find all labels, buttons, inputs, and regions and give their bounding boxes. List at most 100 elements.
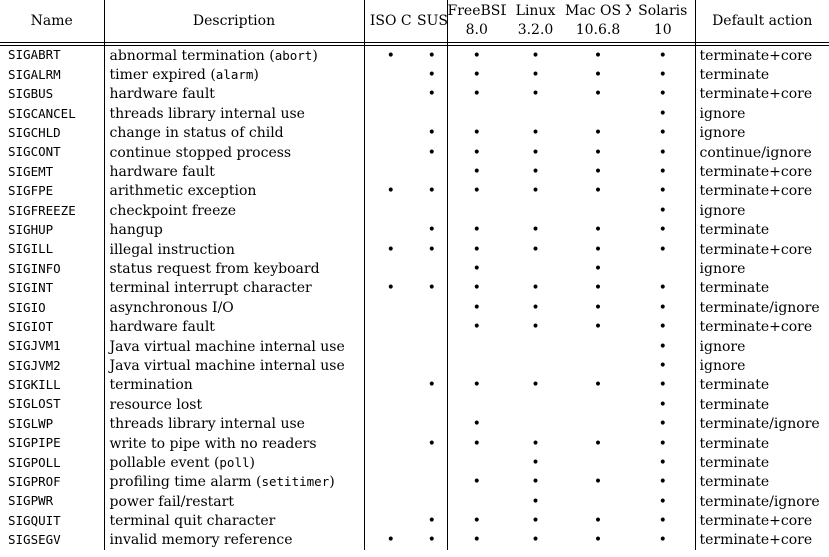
signal-description: resource lost: [104, 395, 365, 415]
support-dot-icon: •: [427, 67, 436, 84]
support-sus: [417, 201, 448, 221]
support-fbsd: •: [447, 162, 506, 181]
signal-name: SIGCHLD: [0, 123, 105, 143]
support-iso: •: [364, 46, 417, 66]
header-iso-c: ISO C: [364, 0, 417, 43]
support-dot-icon: •: [531, 435, 540, 452]
support-sus: •: [417, 530, 448, 551]
support-iso: [364, 85, 417, 104]
signal-name: SIGHUP: [0, 220, 105, 240]
support-dot-icon: •: [531, 86, 540, 103]
support-linux: •: [506, 240, 565, 259]
support-dot-icon: •: [658, 338, 667, 355]
support-linux: [506, 395, 565, 414]
signal-description: power fail/restart: [104, 491, 365, 512]
support-dot-icon: •: [658, 125, 667, 142]
support-iso: [364, 259, 417, 278]
support-mac: •: [565, 473, 631, 492]
support-fbsd: •: [447, 240, 506, 259]
default-action: terminate+core: [699, 86, 813, 103]
support-fbsd: •: [447, 376, 506, 395]
support-dot-icon: •: [658, 222, 667, 239]
support-dot-icon: •: [593, 435, 603, 452]
signal-description: terminal interrupt character: [104, 278, 365, 299]
support-sol: •: [631, 123, 696, 143]
support-fbsd: •: [447, 434, 506, 453]
table-row: SIGABRT abnormal termination (abort) • • • • •…: [0, 45, 829, 66]
signal-name: SIGFPE: [0, 181, 105, 202]
support-sol: •: [631, 472, 696, 492]
support-sus: [417, 395, 448, 415]
support-dot-icon: •: [472, 377, 481, 394]
support-dot-icon: •: [427, 280, 436, 297]
header-macos-label: Mac OS X: [565, 3, 631, 19]
support-fbsd: •: [447, 473, 506, 492]
support-dot-icon: •: [531, 222, 540, 239]
description-function: poll: [219, 454, 250, 470]
support-dot-icon: •: [386, 183, 395, 200]
support-sol: •: [631, 278, 696, 299]
default-action: ignore: [699, 202, 746, 219]
support-sol: •: [631, 104, 696, 124]
support-iso: [364, 511, 417, 530]
default-action: terminate: [699, 396, 770, 413]
support-dot-icon: •: [658, 299, 667, 316]
support-dot-icon: •: [658, 493, 667, 510]
support-iso: [364, 104, 417, 123]
signal-name: SIGILL: [0, 239, 105, 260]
support-sol: •: [631, 45, 696, 66]
support-linux: [506, 414, 565, 433]
support-sol: •: [631, 162, 696, 182]
signal-description: arithmetic exception: [104, 181, 365, 202]
support-dot-icon: •: [593, 241, 603, 258]
support-iso: [364, 201, 417, 220]
support-dot-icon: •: [658, 435, 667, 452]
default-action: terminate: [699, 474, 770, 491]
support-dot-icon: •: [386, 280, 395, 297]
support-dot-icon: •: [593, 86, 603, 103]
support-iso: [364, 143, 417, 162]
support-mac: •: [565, 143, 631, 162]
default-action: ignore: [699, 260, 746, 277]
support-sus: [417, 259, 448, 279]
support-mac: •: [565, 279, 631, 298]
support-dot-icon: •: [472, 164, 481, 181]
support-iso: [364, 337, 417, 356]
support-dot-icon: •: [427, 144, 436, 161]
description-text: threads library internal use: [109, 105, 305, 122]
support-dot-icon: •: [593, 532, 603, 549]
support-dot-icon: •: [472, 67, 481, 84]
signal-description: status request from keyboard: [104, 259, 365, 279]
support-fbsd: [447, 356, 506, 375]
support-dot-icon: •: [658, 377, 667, 394]
signal-name: SIGEMT: [0, 162, 105, 182]
support-linux: [506, 201, 565, 220]
default-action: ignore: [699, 338, 746, 355]
default-action: terminate+core: [699, 319, 813, 336]
support-linux: •: [506, 124, 565, 143]
support-dot-icon: •: [472, 474, 481, 491]
signal-name: SIGCANCEL: [0, 104, 105, 124]
signal-description: hangup: [104, 220, 365, 240]
support-sol: •: [631, 336, 696, 357]
support-dot-icon: •: [658, 86, 667, 103]
header-linux: Linux 3.2.0: [506, 0, 565, 43]
default-action: ignore: [699, 125, 746, 142]
support-fbsd: •: [447, 124, 506, 143]
table-row: SIGHUP hangup • • • • • terminate: [0, 220, 829, 240]
support-dot-icon: •: [658, 241, 667, 258]
support-sol: •: [631, 84, 696, 105]
support-sus: [417, 491, 448, 512]
support-iso: •: [364, 279, 417, 298]
default-action: terminate/ignore: [699, 299, 820, 316]
support-fbsd: [447, 104, 506, 123]
support-sus: •: [417, 123, 448, 143]
support-mac: •: [565, 46, 631, 66]
support-iso: [364, 124, 417, 143]
support-dot-icon: •: [427, 125, 436, 142]
support-mac: •: [565, 376, 631, 395]
table-row: SIGLOST resource lost • terminate: [0, 395, 829, 415]
support-fbsd: [447, 395, 506, 414]
description-text: termination: [109, 377, 193, 394]
table-row: SIGINT terminal interrupt character • • • • • •…: [0, 278, 829, 299]
